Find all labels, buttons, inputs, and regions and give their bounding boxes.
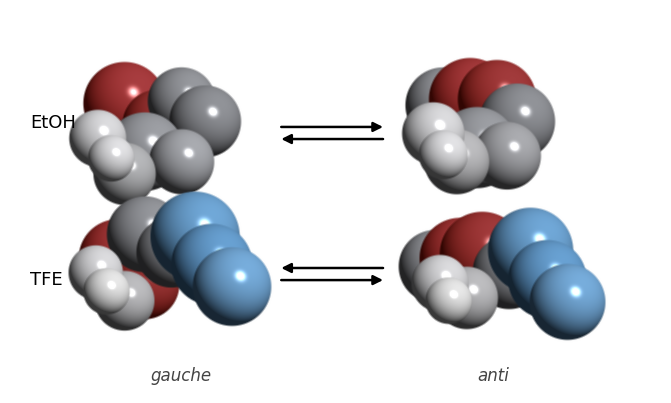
Text: anti: anti <box>477 367 509 385</box>
Text: TFE: TFE <box>30 271 63 289</box>
Text: gauche: gauche <box>150 367 212 385</box>
Text: EtOH: EtOH <box>30 114 76 132</box>
